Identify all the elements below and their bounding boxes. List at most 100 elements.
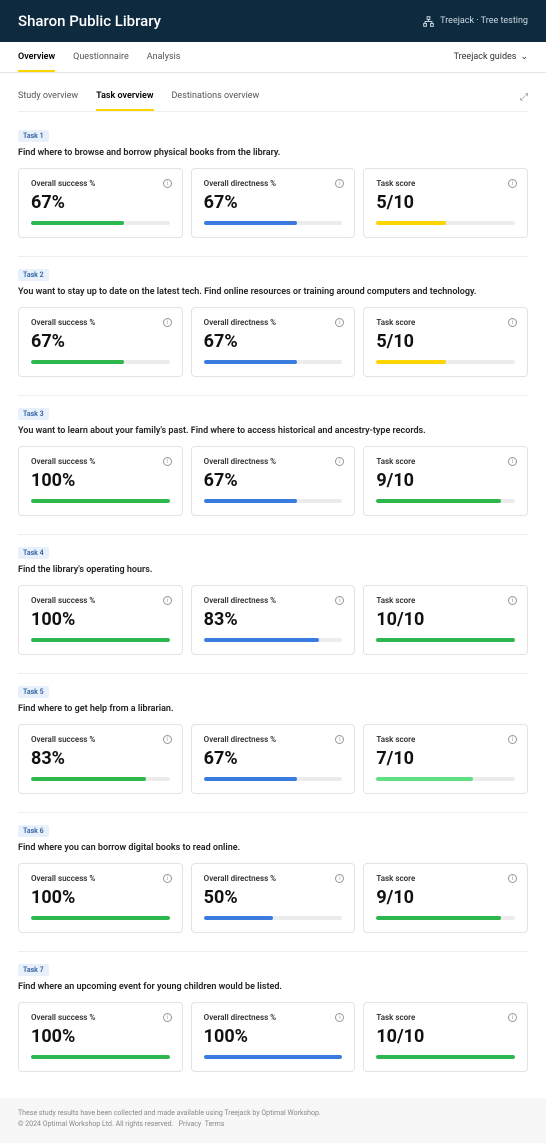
tree-icon [423,16,434,27]
metric-label: Task score [376,874,515,883]
footer-terms-link[interactable]: Terms [205,1120,225,1128]
progress-fill [31,1055,170,1059]
info-icon[interactable]: i [335,318,344,327]
progress-track [376,638,515,642]
metric-value: 67% [204,192,343,213]
metric-card-score[interactable]: iTask score5/10 [363,168,528,238]
info-icon[interactable]: i [335,457,344,466]
metric-cards: iOverall success %67%iOverall directness… [18,307,528,377]
metric-card-directness[interactable]: iOverall directness %67% [191,168,356,238]
metric-card-directness[interactable]: iOverall directness %67% [191,724,356,794]
info-icon[interactable]: i [335,735,344,744]
info-icon[interactable]: i [508,596,517,605]
metric-card-success[interactable]: iOverall success %67% [18,307,183,377]
progress-track [204,916,343,920]
task-badge: Task 2 [18,269,49,281]
metric-card-directness[interactable]: iOverall directness %67% [191,307,356,377]
metric-label: Overall directness % [204,1013,343,1022]
info-icon[interactable]: i [163,1013,172,1022]
metric-card-success[interactable]: iOverall success %83% [18,724,183,794]
progress-fill [31,360,124,364]
subnav-tab-overview[interactable]: Overview [18,42,55,72]
task-description: You want to learn about your family's pa… [18,426,528,436]
metric-label: Task score [376,735,515,744]
metric-value: 10/10 [376,609,515,630]
info-icon[interactable]: i [163,179,172,188]
page-title: Sharon Public Library [18,12,161,30]
info-icon[interactable]: i [335,874,344,883]
progress-fill [376,499,501,503]
info-icon[interactable]: i [508,735,517,744]
progress-track [376,916,515,920]
info-icon[interactable]: i [163,874,172,883]
section-tab-study-overview[interactable]: Study overview [18,83,78,111]
progress-fill [31,221,124,225]
progress-track [31,221,170,225]
metric-card-score[interactable]: iTask score9/10 [363,446,528,516]
info-icon[interactable]: i [163,596,172,605]
info-icon[interactable]: i [508,457,517,466]
progress-track [31,638,170,642]
info-icon[interactable]: i [163,318,172,327]
metric-card-score[interactable]: iTask score 9/10 [363,863,528,933]
guides-dropdown[interactable]: Treejack guides ⌄ [454,52,528,62]
info-icon[interactable]: i [163,457,172,466]
progress-track [31,360,170,364]
metric-value: 100% [31,887,170,908]
metric-card-score[interactable]: iTask score10/10 [363,585,528,655]
info-icon[interactable]: i [508,318,517,327]
expand-icon[interactable]: ⤢ [520,92,528,103]
progress-track [31,499,170,503]
metric-card-directness[interactable]: iOverall directness %50% [191,863,356,933]
metric-value: 5/10 [376,331,515,352]
metric-value: 100% [31,1026,170,1047]
metric-card-score[interactable]: iTask score 7/10 [363,724,528,794]
metric-value: 5/10 [376,192,515,213]
subnav-tab-analysis[interactable]: Analysis [147,42,181,72]
task-description: You want to stay up to date on the lates… [18,287,528,297]
metric-card-score[interactable]: iTask score10/10 [363,1002,528,1072]
progress-fill [204,1055,343,1059]
info-icon[interactable]: i [335,596,344,605]
metric-label: Overall success % [31,1013,170,1022]
progress-track [204,499,343,503]
progress-track [376,499,515,503]
info-icon[interactable]: i [508,1013,517,1022]
metric-card-directness[interactable]: iOverall directness %67% [191,446,356,516]
progress-track [31,777,170,781]
metric-card-directness[interactable]: iOverall directness %100% [191,1002,356,1072]
breadcrumb[interactable]: Treejack · Tree testing [423,16,528,27]
metric-value: 9/10 [376,887,515,908]
metric-card-directness[interactable]: iOverall directness %83% [191,585,356,655]
metric-card-success[interactable]: iOverall success %100% [18,446,183,516]
metric-card-score[interactable]: iTask score5/10 [363,307,528,377]
info-icon[interactable]: i [508,179,517,188]
metric-value: 7/10 [376,748,515,769]
guides-label: Treejack guides [454,52,517,62]
metric-value: 83% [204,609,343,630]
info-icon[interactable]: i [335,1013,344,1022]
metric-card-success[interactable]: iOverall success %100% [18,585,183,655]
info-icon[interactable]: i [335,179,344,188]
metric-card-success[interactable]: iOverall success %67% [18,168,183,238]
task-badge: Task 5 [18,686,49,698]
metric-card-success[interactable]: iOverall success % 100% [18,1002,183,1072]
metric-card-success[interactable]: iOverall success %100% [18,863,183,933]
task-description: Find where you can borrow digital books … [18,843,528,853]
progress-fill [376,777,473,781]
metric-cards: iOverall success %100%iOverall directnes… [18,1002,528,1072]
section-tab-task-overview[interactable]: Task overview [96,83,153,111]
progress-track [376,777,515,781]
progress-fill [376,360,445,364]
footer-privacy-link[interactable]: Privacy [179,1120,202,1128]
progress-fill [31,916,170,920]
section-tab-destinations-overview[interactable]: Destinations overview [172,83,260,111]
metric-label: Overall success % [31,318,170,327]
metric-label: Overall directness % [204,318,343,327]
progress-track [376,1055,515,1059]
subnav-tab-questionnaire[interactable]: Questionnaire [73,42,129,72]
sub-nav: Overview Questionnaire Analysis Treejack g… [0,42,546,73]
progress-track [376,360,515,364]
info-icon[interactable]: i [163,735,172,744]
info-icon[interactable]: i [508,874,517,883]
